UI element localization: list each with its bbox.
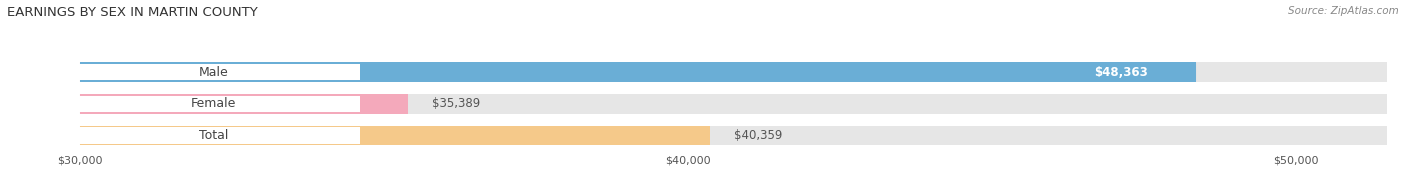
Bar [80,63,1386,82]
Text: EARNINGS BY SEX IN MARTIN COUNTY: EARNINGS BY SEX IN MARTIN COUNTY [7,6,257,19]
Bar [80,126,1386,145]
Bar [67,127,360,143]
Bar [67,96,360,112]
Bar [67,64,360,80]
Text: $40,359: $40,359 [734,129,782,142]
Text: $48,363: $48,363 [1094,66,1147,79]
Bar [80,94,1386,114]
Text: Male: Male [198,66,229,79]
Text: Female: Female [191,97,236,110]
Bar [80,63,1197,82]
Bar [80,94,408,114]
Text: $35,389: $35,389 [432,97,479,110]
Text: Source: ZipAtlas.com: Source: ZipAtlas.com [1288,6,1399,16]
Bar [80,126,710,145]
Text: Total: Total [200,129,228,142]
